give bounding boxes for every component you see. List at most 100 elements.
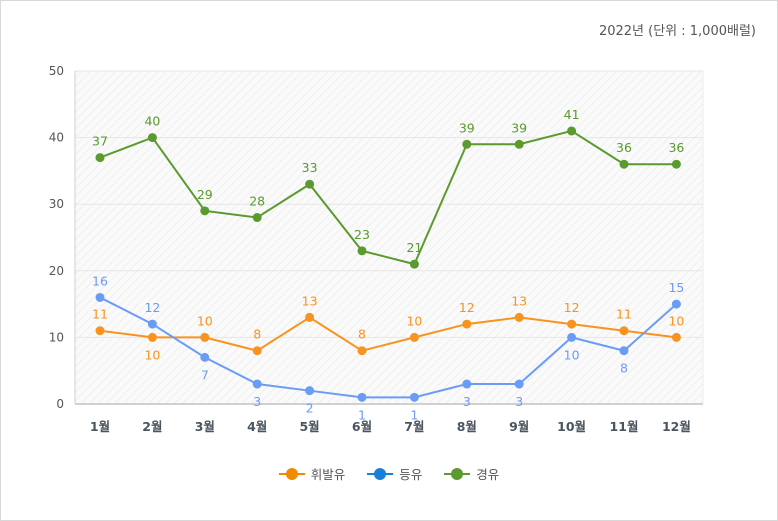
legend-item[interactable]: 휘발유 [278,464,346,483]
legend: 휘발유 등유 경유 [0,464,778,483]
data-point [147,319,157,329]
data-point [357,346,367,356]
y-tick-label: 0 [56,397,64,411]
data-label: 1 [358,407,366,422]
data-label: 7 [201,367,209,382]
x-tick-label: 8월 [457,419,477,434]
data-label: 10 [406,313,422,328]
data-point [514,139,524,149]
data-label: 8 [253,327,261,342]
data-label: 12 [144,300,160,315]
data-label: 33 [302,160,318,175]
data-label: 12 [459,300,475,315]
x-tick-label: 3월 [195,419,215,434]
data-point [252,213,262,223]
legend-label: 등유 [399,467,423,482]
x-tick-label: 11월 [610,419,639,434]
y-tick-label: 10 [49,330,64,344]
data-point [462,379,472,389]
data-point [95,292,105,302]
y-tick-label: 40 [49,131,64,145]
data-label: 8 [620,361,628,376]
data-point [200,332,210,342]
y-tick-label: 50 [49,64,64,78]
data-point [200,352,210,362]
x-tick-label: 4월 [247,419,267,434]
data-point [305,386,315,396]
data-label: 13 [302,293,318,308]
x-tick-label: 12월 [662,419,691,434]
data-point [671,299,681,309]
data-label: 29 [197,187,213,202]
data-label: 3 [463,394,471,409]
data-label: 10 [197,313,213,328]
data-point [619,159,629,169]
data-point [409,332,419,342]
data-point [567,332,577,342]
x-tick-label: 10월 [557,419,586,434]
legend-item[interactable]: 경유 [444,464,499,483]
data-point [95,153,105,163]
data-point [671,332,681,342]
data-label: 13 [511,293,527,308]
x-tick-label: 7월 [404,419,424,434]
series-line-등유 [99,296,678,399]
legend-marker-icon [278,467,305,480]
legend-item[interactable]: 등유 [367,464,422,483]
data-label: 10 [668,313,684,328]
data-point [409,392,419,402]
data-point [671,159,681,169]
y-tick-label: 20 [49,264,64,278]
data-point [252,346,262,356]
data-point [357,392,367,402]
series-line-경유 [99,129,677,266]
x-tick-label: 6월 [352,419,372,434]
data-label: 36 [668,140,684,155]
data-point [252,379,262,389]
series-line-휘발유 [99,316,677,352]
data-point [357,246,367,256]
y-tick-label: 30 [49,197,64,211]
x-tick-label: 2월 [142,419,162,434]
data-label: 37 [92,134,108,149]
data-label: 11 [92,307,108,322]
data-label: 39 [511,120,527,135]
data-label: 3 [253,394,261,409]
legend-label: 경유 [476,467,500,482]
data-label: 39 [459,120,475,135]
data-label: 8 [358,327,366,342]
legend-marker-icon [367,467,394,480]
data-point [147,332,157,342]
data-point [95,326,105,336]
data-label: 3 [515,394,523,409]
data-label: 15 [668,280,684,295]
legend-label: 휘발유 [310,467,346,482]
data-point [619,326,629,336]
data-label: 21 [406,240,422,255]
data-label: 12 [564,300,580,315]
data-point [462,139,472,149]
x-tick-label: 9월 [509,419,529,434]
data-point [567,319,577,329]
data-point [305,179,315,189]
data-label: 11 [616,307,632,322]
data-label: 10 [564,347,580,362]
data-point [619,346,629,356]
legend-marker-icon [444,467,471,480]
data-point [200,206,210,216]
data-label: 10 [144,347,160,362]
data-label: 36 [616,140,632,155]
data-label: 23 [354,227,370,242]
data-label: 2 [306,401,314,416]
x-tick-label: 1월 [90,419,110,434]
data-point [514,312,524,322]
data-point [567,126,577,136]
plot-area [75,71,703,404]
unit-note: 2022년 (단위 : 1,000배럴) [598,24,756,39]
data-point [462,319,472,329]
data-label: 41 [564,107,580,122]
data-label: 40 [144,114,160,129]
data-point [514,379,524,389]
x-tick-label: 5월 [299,419,319,434]
